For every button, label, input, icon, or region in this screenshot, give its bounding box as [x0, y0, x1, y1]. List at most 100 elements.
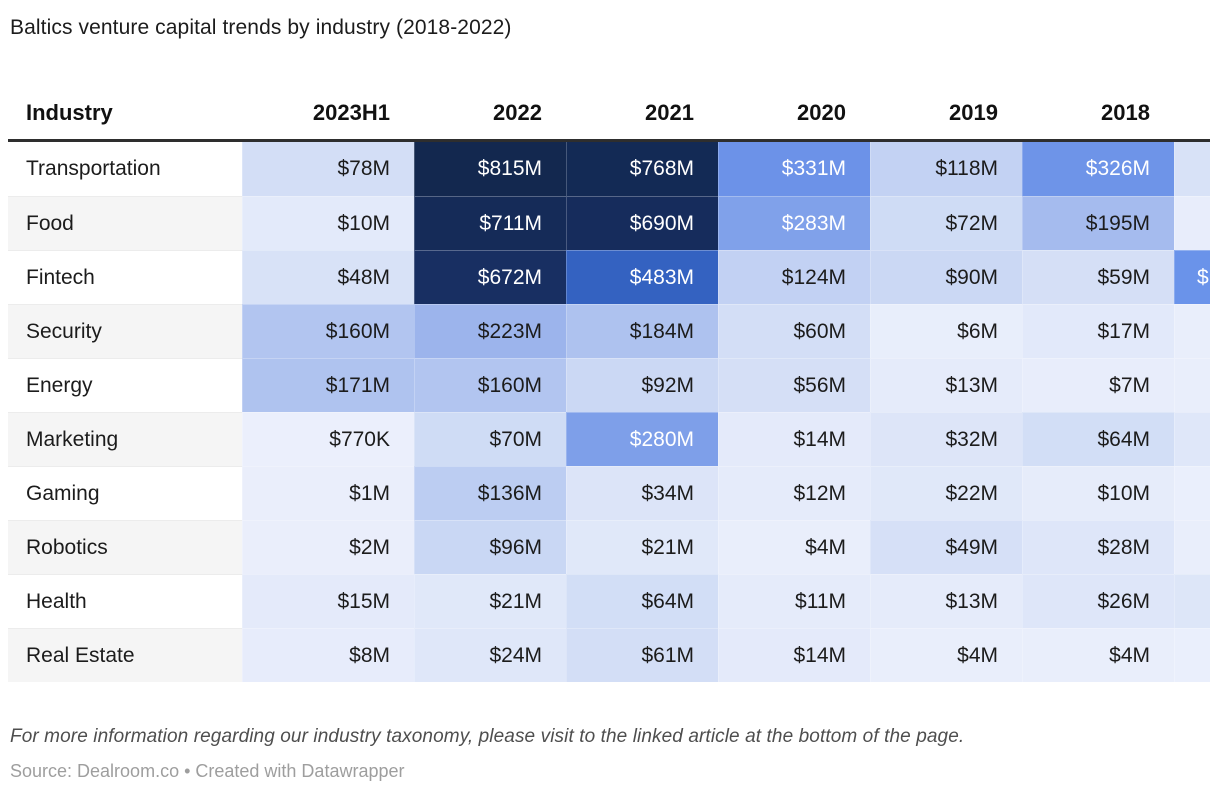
row-label-cell: Health	[8, 574, 242, 628]
partial-value-cell	[1174, 196, 1210, 250]
value-cell: $6M	[870, 304, 1022, 358]
value-cell: $70M	[414, 412, 566, 466]
value-cell: $283M	[718, 196, 870, 250]
value-cell: $280M	[566, 412, 718, 466]
partial-value-cell	[1174, 628, 1210, 682]
row-label-cell: Security	[8, 304, 242, 358]
heatmap-table: Industry 2023H1 2022 2021 2020 2019 2018…	[8, 86, 1210, 682]
value-cell: $13M	[870, 574, 1022, 628]
value-cell: $2M	[242, 520, 414, 574]
value-cell: $8M	[242, 628, 414, 682]
value-cell: $770K	[242, 412, 414, 466]
partial-value-cell	[1174, 304, 1210, 358]
table-row: Marketing $770K $70M $280M $14M $32M $64M	[8, 412, 1210, 466]
value-cell: $331M	[718, 142, 870, 196]
chart-title: Baltics venture capital trends by indust…	[10, 16, 512, 39]
value-cell: $92M	[566, 358, 718, 412]
table-row: Real Estate $8M $24M $61M $14M $4M $4M	[8, 628, 1210, 682]
value-cell: $14M	[718, 628, 870, 682]
value-cell: $10M	[242, 196, 414, 250]
value-cell: $672M	[414, 250, 566, 304]
column-header-2020: 2020	[718, 86, 870, 142]
column-header-2018: 2018	[1022, 86, 1174, 142]
value-cell: $10M	[1022, 466, 1174, 520]
value-cell: $17M	[1022, 304, 1174, 358]
table-row: Security $160M $223M $184M $60M $6M $17M	[8, 304, 1210, 358]
row-label-cell: Robotics	[8, 520, 242, 574]
row-label-cell: Transportation	[8, 142, 242, 196]
row-label-cell: Real Estate	[8, 628, 242, 682]
value-cell: $96M	[414, 520, 566, 574]
value-cell: $195M	[1022, 196, 1174, 250]
partial-value-cell	[1174, 520, 1210, 574]
value-cell: $483M	[566, 250, 718, 304]
value-cell: $136M	[414, 466, 566, 520]
value-cell: $21M	[414, 574, 566, 628]
column-header-industry: Industry	[8, 86, 242, 142]
value-cell: $32M	[870, 412, 1022, 466]
table-row: Fintech $48M $672M $483M $124M $90M $59M $	[8, 250, 1210, 304]
value-cell: $4M	[718, 520, 870, 574]
partial-value-cell	[1174, 358, 1210, 412]
value-cell: $28M	[1022, 520, 1174, 574]
value-cell: $90M	[870, 250, 1022, 304]
source-line: Source: Dealroom.co • Created with Dataw…	[10, 761, 405, 781]
partial-value-cell	[1174, 574, 1210, 628]
table-row: Robotics $2M $96M $21M $4M $49M $28M	[8, 520, 1210, 574]
value-cell: $815M	[414, 142, 566, 196]
value-cell: $11M	[718, 574, 870, 628]
value-cell: $60M	[718, 304, 870, 358]
header-row: Industry 2023H1 2022 2021 2020 2019 2018	[8, 86, 1210, 142]
column-header-2019: 2019	[870, 86, 1022, 142]
value-cell: $61M	[566, 628, 718, 682]
value-cell: $223M	[414, 304, 566, 358]
value-cell: $78M	[242, 142, 414, 196]
value-cell: $184M	[566, 304, 718, 358]
table-row: Gaming $1M $136M $34M $12M $22M $10M	[8, 466, 1210, 520]
value-cell: $4M	[1022, 628, 1174, 682]
value-cell: $59M	[1022, 250, 1174, 304]
partial-value-cell	[1174, 142, 1210, 196]
column-header-partial	[1174, 86, 1210, 142]
value-cell: $171M	[242, 358, 414, 412]
table-body: Transportation $78M $815M $768M $331M $118M $3…	[8, 142, 1210, 682]
column-header-2021: 2021	[566, 86, 718, 142]
value-cell: $13M	[870, 358, 1022, 412]
value-cell: $15M	[242, 574, 414, 628]
value-cell: $711M	[414, 196, 566, 250]
column-header-2023h1: 2023H1	[242, 86, 414, 142]
value-cell: $326M	[1022, 142, 1174, 196]
footnote: For more information regarding our indus…	[10, 726, 965, 747]
table-row: Transportation $78M $815M $768M $331M $118M $3…	[8, 142, 1210, 196]
value-cell: $1M	[242, 466, 414, 520]
datawrapper-chart: Baltics venture capital trends by indust…	[8, 16, 1210, 781]
value-cell: $160M	[242, 304, 414, 358]
value-cell: $12M	[718, 466, 870, 520]
value-cell: $34M	[566, 466, 718, 520]
value-cell: $7M	[1022, 358, 1174, 412]
value-cell: $26M	[1022, 574, 1174, 628]
value-cell: $21M	[566, 520, 718, 574]
value-cell: $160M	[414, 358, 566, 412]
partial-value-cell: $	[1174, 250, 1210, 304]
column-header-2022: 2022	[414, 86, 566, 142]
table-header: Industry 2023H1 2022 2021 2020 2019 2018	[8, 86, 1210, 142]
value-cell: $118M	[870, 142, 1022, 196]
value-cell: $124M	[718, 250, 870, 304]
table-row: Health $15M $21M $64M $11M $13M $26M	[8, 574, 1210, 628]
partial-value-cell	[1174, 466, 1210, 520]
value-cell: $64M	[566, 574, 718, 628]
value-cell: $14M	[718, 412, 870, 466]
table-row: Food $10M $711M $690M $283M $72M $195M	[8, 196, 1210, 250]
value-cell: $64M	[1022, 412, 1174, 466]
heatmap-table-container: Industry 2023H1 2022 2021 2020 2019 2018…	[8, 86, 1210, 682]
value-cell: $22M	[870, 466, 1022, 520]
row-label-cell: Gaming	[8, 466, 242, 520]
partial-value-cell	[1174, 412, 1210, 466]
row-label-cell: Energy	[8, 358, 242, 412]
value-cell: $49M	[870, 520, 1022, 574]
value-cell: $48M	[242, 250, 414, 304]
value-cell: $24M	[414, 628, 566, 682]
row-label-cell: Food	[8, 196, 242, 250]
row-label-cell: Marketing	[8, 412, 242, 466]
